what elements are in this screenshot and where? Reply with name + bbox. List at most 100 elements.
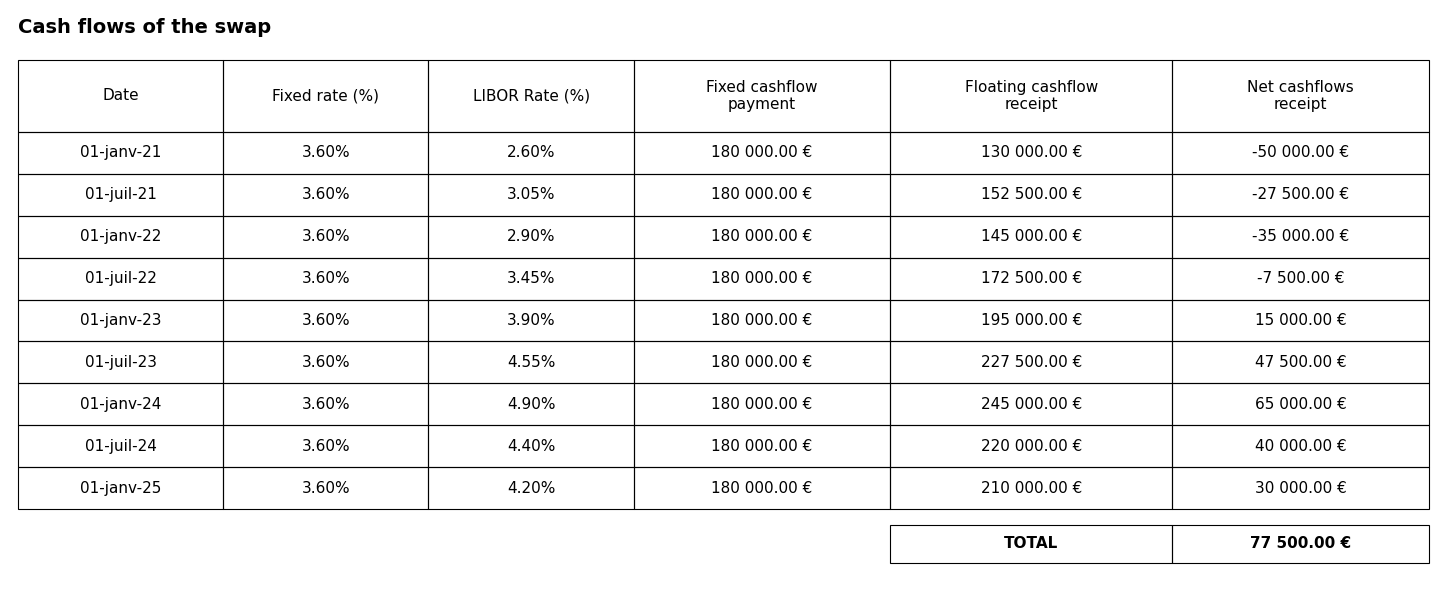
Bar bbox=[1172, 425, 1430, 467]
Bar bbox=[890, 342, 1172, 383]
Bar bbox=[890, 132, 1172, 174]
Bar bbox=[17, 60, 223, 132]
Bar bbox=[890, 467, 1172, 509]
Bar bbox=[223, 467, 428, 509]
Bar bbox=[890, 132, 1172, 174]
Text: 180 000.00 €: 180 000.00 € bbox=[712, 481, 813, 495]
Text: 01-janv-24: 01-janv-24 bbox=[80, 397, 161, 412]
Text: 77 500.00 €: 77 500.00 € bbox=[1250, 537, 1351, 551]
Text: Date: Date bbox=[103, 88, 139, 104]
Text: 180 000.00 €: 180 000.00 € bbox=[712, 145, 813, 160]
Text: 4.55%: 4.55% bbox=[506, 355, 556, 370]
Bar bbox=[634, 174, 890, 216]
Bar bbox=[428, 174, 634, 216]
Text: -50 000.00 €: -50 000.00 € bbox=[1252, 145, 1349, 160]
Bar bbox=[634, 300, 890, 342]
Text: 227 500.00 €: 227 500.00 € bbox=[981, 355, 1082, 370]
Bar bbox=[890, 60, 1172, 132]
Bar bbox=[17, 300, 223, 342]
Text: 195 000.00 €: 195 000.00 € bbox=[981, 313, 1082, 328]
Text: Cash flows of the swap: Cash flows of the swap bbox=[17, 18, 271, 37]
Bar bbox=[17, 383, 223, 425]
Bar bbox=[17, 174, 223, 216]
Bar bbox=[1172, 525, 1430, 563]
Text: 245 000.00 €: 245 000.00 € bbox=[981, 397, 1082, 412]
Bar bbox=[223, 132, 428, 174]
Bar bbox=[428, 342, 634, 383]
Text: 3.60%: 3.60% bbox=[301, 397, 350, 412]
Text: 2.60%: 2.60% bbox=[506, 145, 556, 160]
Text: 01-janv-25: 01-janv-25 bbox=[80, 481, 161, 495]
Bar bbox=[223, 216, 428, 257]
Bar bbox=[428, 216, 634, 257]
Bar bbox=[428, 467, 634, 509]
Bar bbox=[634, 342, 890, 383]
Bar bbox=[890, 383, 1172, 425]
Bar bbox=[428, 174, 634, 216]
Text: -35 000.00 €: -35 000.00 € bbox=[1252, 229, 1350, 244]
Bar bbox=[1172, 132, 1430, 174]
Text: 180 000.00 €: 180 000.00 € bbox=[712, 271, 813, 286]
Bar bbox=[223, 174, 428, 216]
Bar bbox=[634, 342, 890, 383]
Bar bbox=[223, 174, 428, 216]
Bar bbox=[890, 425, 1172, 467]
Text: 130 000.00 €: 130 000.00 € bbox=[981, 145, 1082, 160]
Text: 3.60%: 3.60% bbox=[301, 187, 350, 203]
Bar bbox=[223, 216, 428, 257]
Bar bbox=[634, 174, 890, 216]
Bar bbox=[1172, 257, 1430, 300]
Bar bbox=[1172, 342, 1430, 383]
Bar bbox=[1172, 300, 1430, 342]
Bar bbox=[428, 132, 634, 174]
Bar bbox=[1172, 132, 1430, 174]
Bar bbox=[428, 60, 634, 132]
Bar bbox=[17, 342, 223, 383]
Bar bbox=[223, 342, 428, 383]
Text: 172 500.00 €: 172 500.00 € bbox=[981, 271, 1082, 286]
Bar bbox=[890, 342, 1172, 383]
Bar bbox=[1172, 467, 1430, 509]
Bar bbox=[890, 425, 1172, 467]
Text: 01-juil-24: 01-juil-24 bbox=[85, 439, 156, 454]
Bar bbox=[17, 383, 223, 425]
Bar bbox=[223, 300, 428, 342]
Text: 01-juil-22: 01-juil-22 bbox=[85, 271, 156, 286]
Bar bbox=[428, 257, 634, 300]
Bar bbox=[1172, 60, 1430, 132]
Bar bbox=[428, 216, 634, 257]
Text: 3.90%: 3.90% bbox=[506, 313, 556, 328]
Text: 4.90%: 4.90% bbox=[506, 397, 556, 412]
Bar bbox=[17, 467, 223, 509]
Bar bbox=[223, 383, 428, 425]
Text: 152 500.00 €: 152 500.00 € bbox=[981, 187, 1082, 203]
Bar bbox=[634, 257, 890, 300]
Bar bbox=[17, 257, 223, 300]
Bar bbox=[428, 300, 634, 342]
Bar bbox=[890, 300, 1172, 342]
Bar bbox=[17, 216, 223, 257]
Bar bbox=[1172, 383, 1430, 425]
Bar bbox=[428, 257, 634, 300]
Bar bbox=[634, 383, 890, 425]
Bar bbox=[634, 467, 890, 509]
Bar bbox=[1172, 174, 1430, 216]
Text: 40 000.00 €: 40 000.00 € bbox=[1255, 439, 1347, 454]
Bar bbox=[1172, 383, 1430, 425]
Bar bbox=[890, 300, 1172, 342]
Text: LIBOR Rate (%): LIBOR Rate (%) bbox=[473, 88, 590, 104]
Text: 3.60%: 3.60% bbox=[301, 313, 350, 328]
Text: -27 500.00 €: -27 500.00 € bbox=[1252, 187, 1349, 203]
Bar bbox=[634, 300, 890, 342]
Text: 3.60%: 3.60% bbox=[301, 439, 350, 454]
Bar bbox=[223, 383, 428, 425]
Bar bbox=[223, 425, 428, 467]
Bar bbox=[223, 425, 428, 467]
Bar bbox=[890, 467, 1172, 509]
Text: 180 000.00 €: 180 000.00 € bbox=[712, 187, 813, 203]
Text: 2.90%: 2.90% bbox=[506, 229, 556, 244]
Text: 47 500.00 €: 47 500.00 € bbox=[1255, 355, 1347, 370]
Bar bbox=[890, 525, 1172, 563]
Bar bbox=[634, 383, 890, 425]
Bar bbox=[17, 60, 223, 132]
